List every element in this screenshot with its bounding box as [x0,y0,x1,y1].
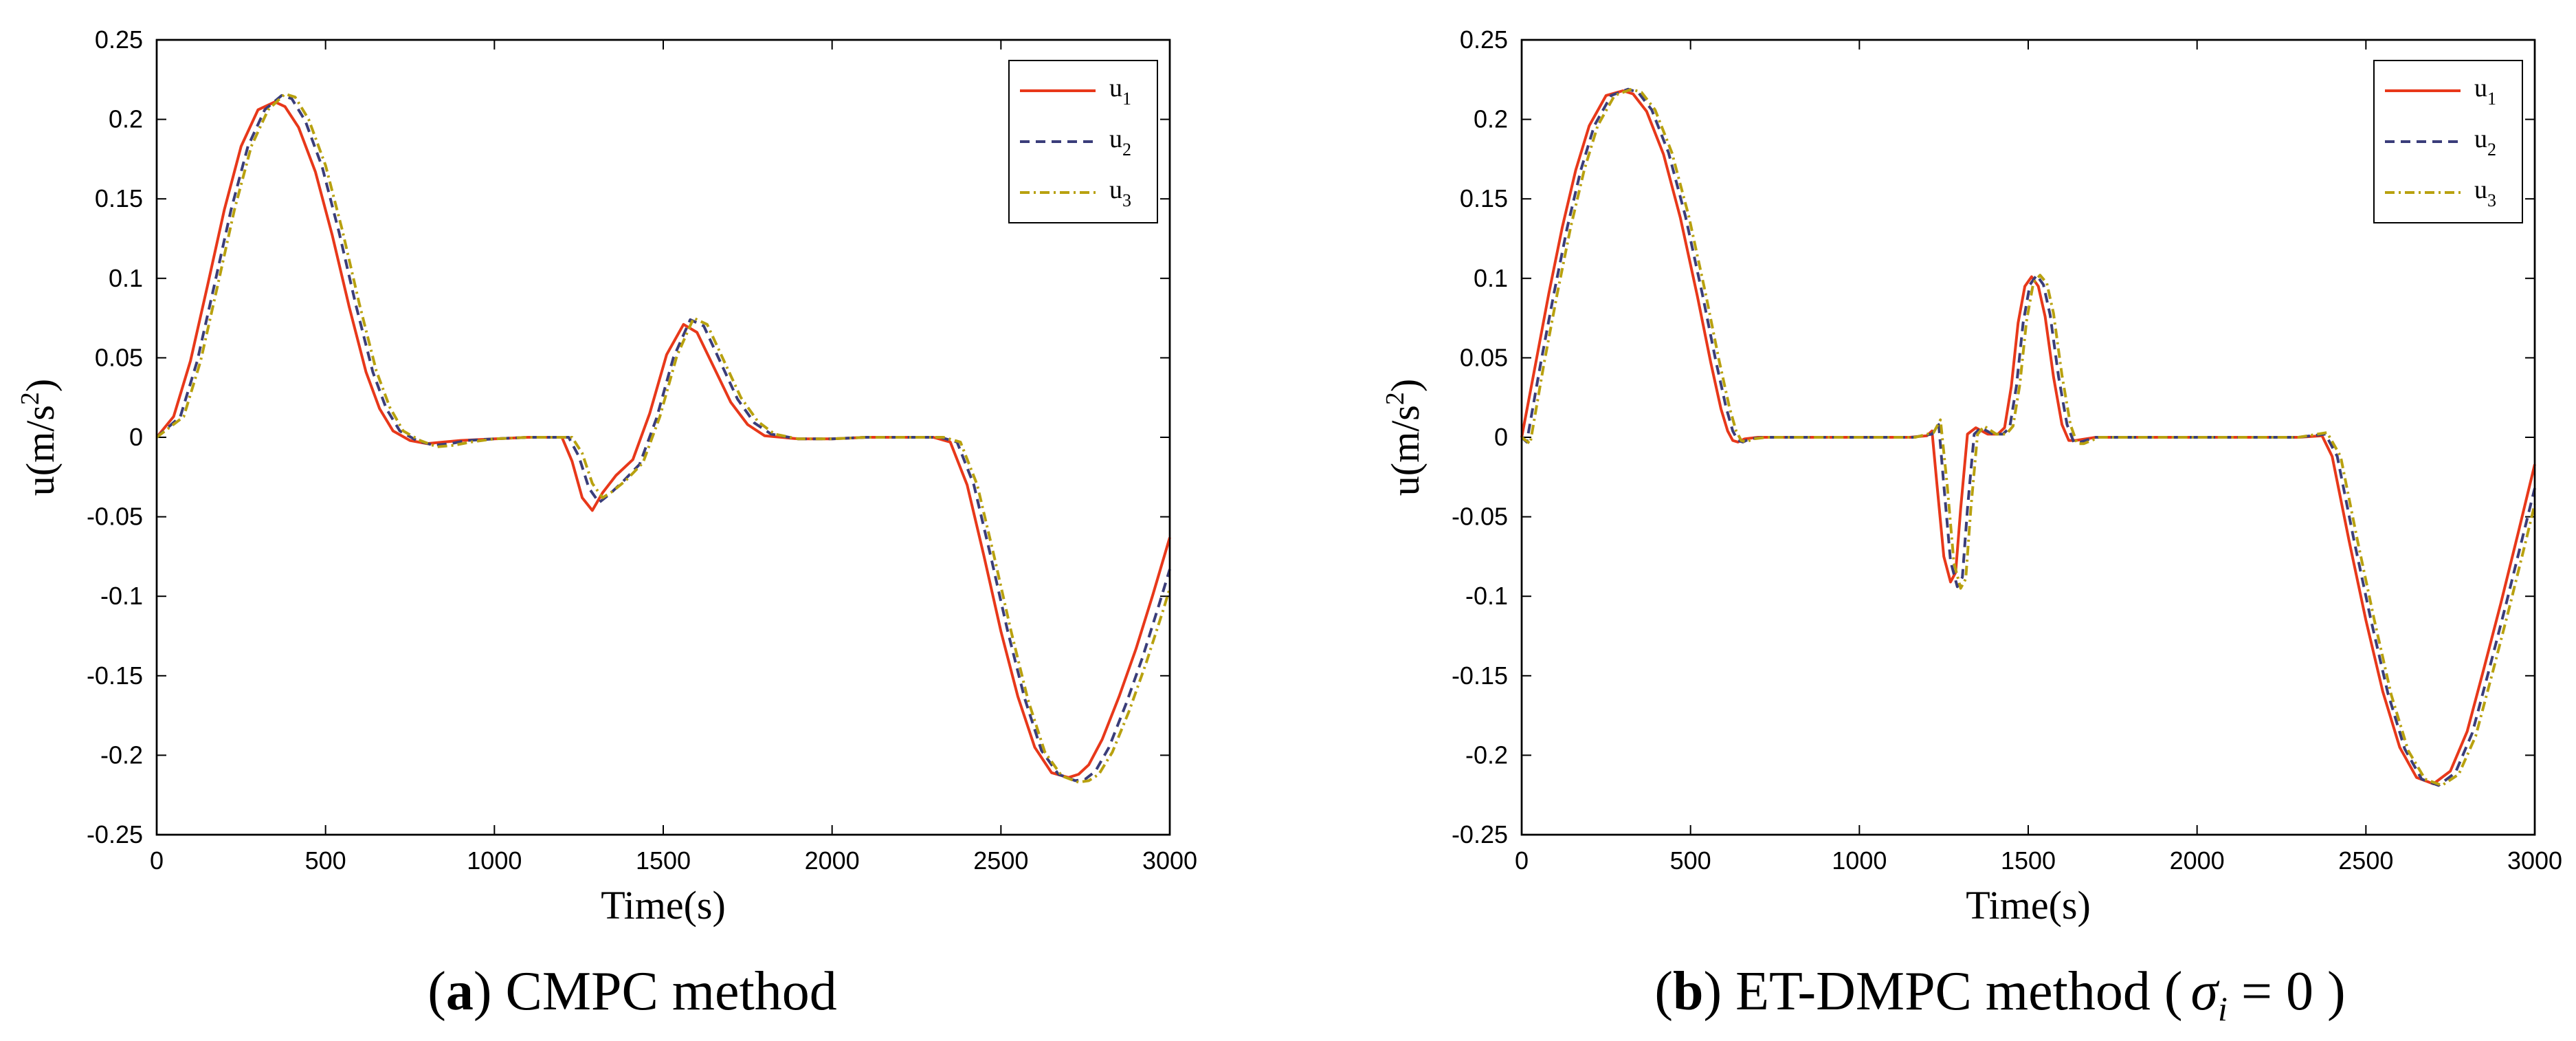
y-tick-label: -0.15 [1452,661,1508,690]
panel-b: -0.25 -0.2 -0.15 -0.1 -0.05 0 0.05 0.1 0.15 0.2 0.… [1381,25,2562,1028]
y-tick-label: 0.25 [1460,25,1508,54]
plot-area [1520,39,2536,836]
legend: u1 u2 u3 [1008,60,1158,223]
x-tick-label: 3000 [2507,846,2562,875]
y-tick-label: -0.2 [100,741,143,769]
y-tick-label: 0.2 [109,105,143,133]
x-tick-label: 3000 [1142,846,1197,875]
y-tick-label: -0.1 [1465,582,1508,610]
legend-label-u2: u2 [1109,124,1131,160]
y-tick-label: -0.05 [87,503,143,531]
series-line-u1 [1520,89,2536,785]
x-tick-label: 1500 [2001,846,2056,875]
x-tick-label: 0 [1515,846,1529,875]
y-tick-label: -0.25 [87,820,143,848]
y-tick-label: 0.1 [1474,264,1508,292]
x-tick-label: 0 [150,846,164,875]
y-tick-label: 0.05 [1460,343,1508,371]
series-line-u3 [1520,87,2536,787]
x-axis-label: Time(s) [1966,883,2091,928]
x-tick-label: 1000 [467,846,522,875]
y-tick-label: 0.15 [1460,184,1508,212]
legend-label-u2: u2 [2474,124,2496,160]
panel-caption: (b) ET-DMPC method (σi = 0 ) [1654,961,2345,1028]
y-tick-label: -0.05 [1452,503,1508,531]
legend-label-u1: u1 [2474,74,2496,109]
x-tick-label: 2500 [973,846,1028,875]
legend-label-u3: u3 [2474,175,2496,210]
y-tick-label: 0.15 [95,184,143,212]
series-line-u2 [1520,87,2536,787]
series-line-u1 [155,100,1171,779]
y-tick-label: 0 [129,423,143,451]
y-tick-label: 0.1 [109,264,143,292]
y-tick-label: -0.2 [1465,741,1508,769]
x-tick-label: 500 [305,846,346,875]
y-axis-label: u(m/s2) [16,379,63,496]
x-tick-label: 2500 [2338,846,2393,875]
x-tick-label: 1000 [1832,846,1887,875]
panel-a: -0.25 -0.2 -0.15 -0.1 -0.05 0 0.05 0.1 0.15 0.2 0.… [16,25,1197,1022]
y-tick-label: 0.05 [95,343,143,371]
x-tick-label: 500 [1670,846,1711,875]
x-axis-label: Time(s) [601,883,726,928]
plot-frame [155,39,1171,836]
panel-caption: (a) CMPC method [428,961,837,1022]
x-tick-label: 2000 [2170,846,2225,875]
x-tick-label: 2000 [805,846,860,875]
y-tick-label: -0.1 [100,582,143,610]
y-tick-label: -0.15 [87,661,143,690]
plot-area [155,39,1171,836]
y-tick-label: 0.2 [1474,105,1508,133]
y-tick-label: 0 [1494,423,1508,451]
x-tick-label: 1500 [636,846,691,875]
legend: u1 u2 u3 [2373,60,2523,223]
legend-label-u1: u1 [1109,74,1131,109]
plot-frame [1520,39,2536,836]
y-tick-label: -0.25 [1452,820,1508,848]
y-tick-label: 0.25 [95,25,143,54]
legend-label-u3: u3 [1109,175,1131,210]
y-axis-label: u(m/s2) [1381,379,1428,496]
